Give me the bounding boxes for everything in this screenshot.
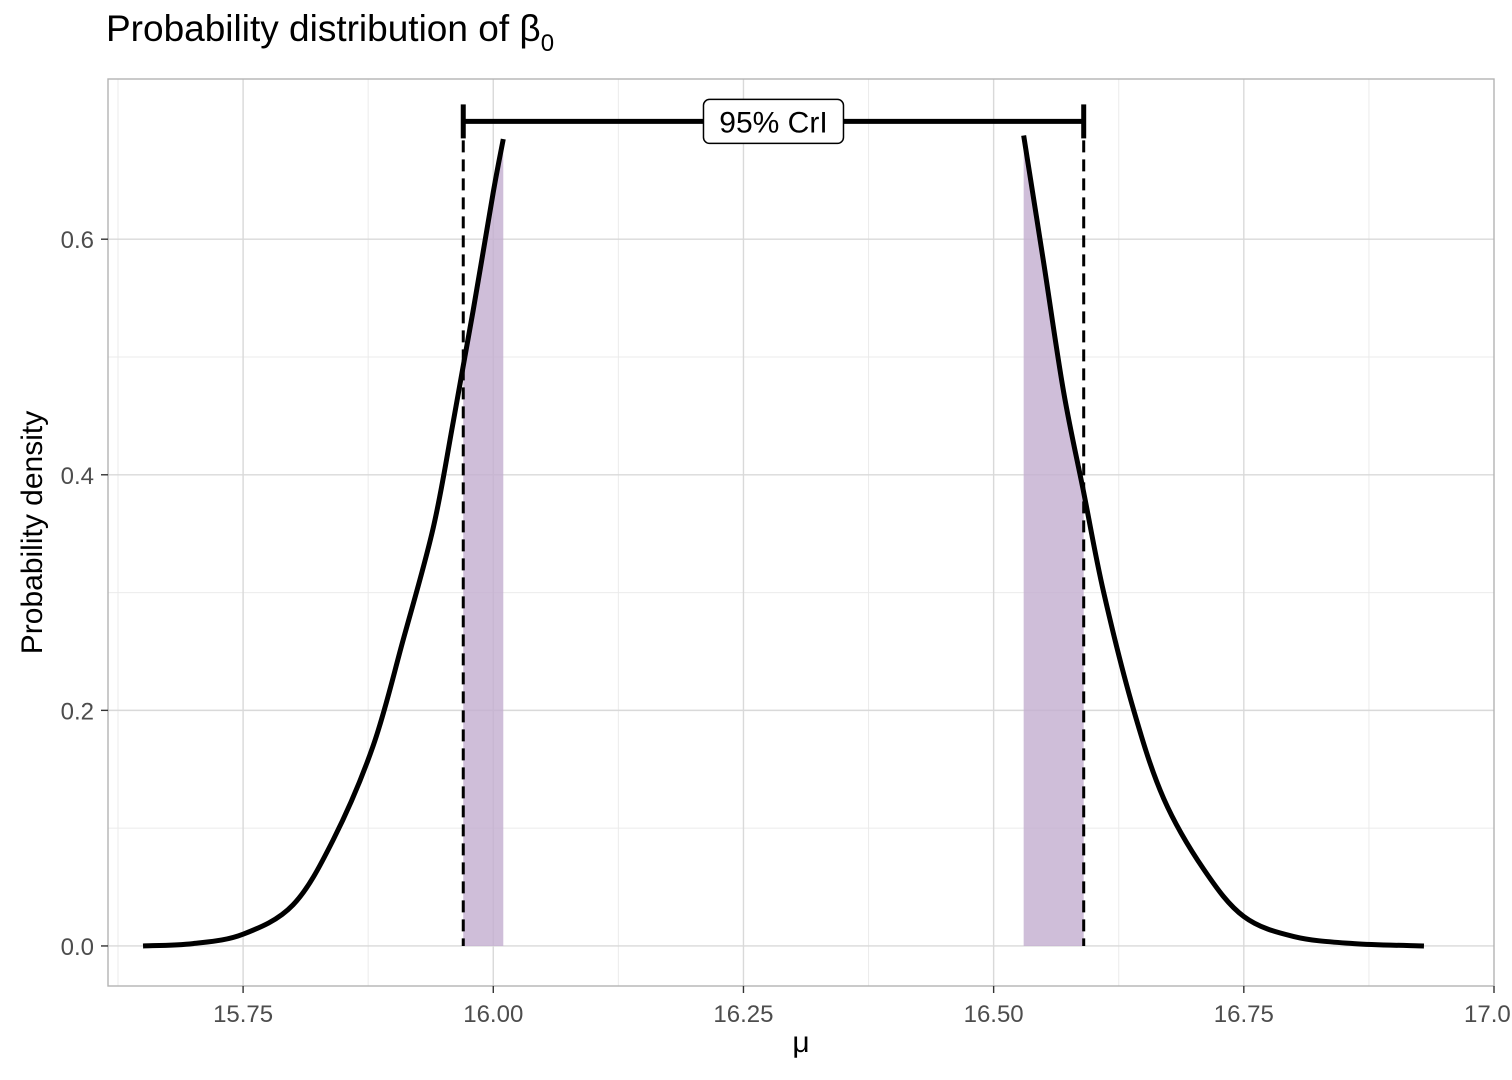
shaded-regions	[463, 135, 1084, 946]
grid-layer	[108, 79, 1494, 986]
density-curve-right	[1021, 135, 1425, 949]
x-tick-label: 16.25	[713, 1001, 773, 1028]
shaded-region	[463, 139, 504, 946]
ci-label-box	[702, 98, 845, 145]
chart-title: Probability distribution of β0	[106, 8, 554, 57]
density-curves	[142, 135, 1425, 949]
x-tick-label: 16.50	[964, 1001, 1024, 1028]
y-tick-label: 0.0	[61, 934, 94, 961]
y-axis-title: Probability density	[16, 411, 49, 654]
panel-border	[107, 78, 1495, 987]
shaded-region	[1023, 135, 1084, 946]
chart-title-subscript: 0	[540, 30, 555, 57]
chart-title-symbol: β	[519, 8, 541, 49]
x-axis-title: μ	[792, 1026, 809, 1059]
chart-title-text: Probability distribution of	[106, 8, 520, 49]
credible-interval: 95% CrI	[460, 98, 1087, 946]
x-tick-label: 16.75	[1214, 1001, 1274, 1028]
y-tick-label: 0.2	[61, 698, 94, 725]
y-tick-label: 0.6	[61, 227, 94, 254]
ci-label: 95% CrI	[719, 106, 827, 139]
y-tick-label: 0.4	[61, 463, 94, 490]
x-tick-label: 16.00	[463, 1001, 523, 1028]
x-tick-label: 17.0	[1464, 1001, 1511, 1028]
x-tick-label: 15.75	[213, 1001, 273, 1028]
axes: 15.75 16.00 16.25 16.50 16.75 17.0 0.0 0.2 0.4 0.…	[16, 78, 1511, 1059]
density-curve-left	[142, 138, 506, 949]
